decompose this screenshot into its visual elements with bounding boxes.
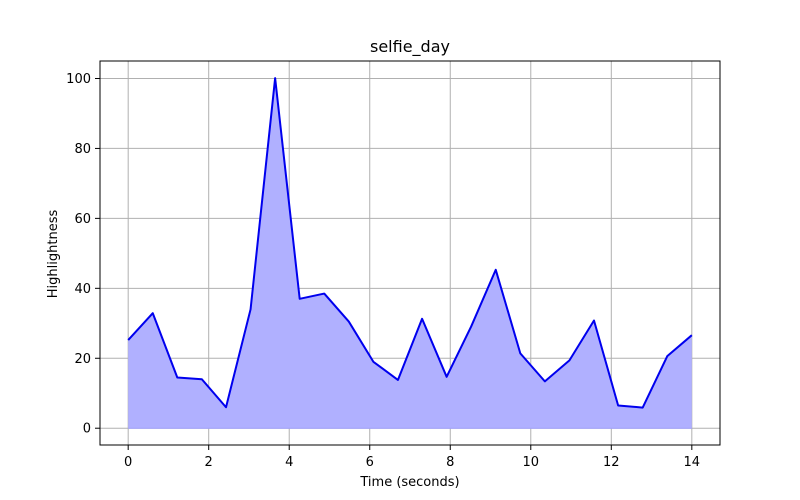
y-tick-label: 20 <box>74 352 91 367</box>
series-line-layer <box>127 77 693 409</box>
x-tick-label: 4 <box>285 455 293 470</box>
y-tick-label: 100 <box>66 72 91 87</box>
y-tick-label: 0 <box>83 422 91 437</box>
series-line <box>127 77 693 409</box>
x-tick-label: 10 <box>523 455 540 470</box>
x-tick-label: 14 <box>684 455 701 470</box>
plot-frame <box>99 60 721 446</box>
chart-title: selfie_day <box>370 37 450 57</box>
x-axis-ticks: 0 2 4 6 8 10 12 14 <box>124 445 700 470</box>
x-tick-label: 6 <box>366 455 374 470</box>
x-tick-label: 12 <box>603 455 620 470</box>
x-tick-label: 8 <box>446 455 454 470</box>
x-axis-label: Time (seconds) <box>359 475 459 490</box>
area-fill <box>128 78 692 429</box>
y-tick-label: 60 <box>74 212 91 227</box>
area-fill-layer <box>128 78 692 429</box>
y-tick-label: 80 <box>74 142 91 157</box>
y-axis-label: Highlightness <box>46 210 61 299</box>
y-axis-ticks: 0 20 40 60 80 100 <box>66 72 100 437</box>
x-tick-label: 2 <box>205 455 213 470</box>
y-tick-label: 40 <box>74 282 91 297</box>
x-tick-label: 0 <box>124 455 132 470</box>
